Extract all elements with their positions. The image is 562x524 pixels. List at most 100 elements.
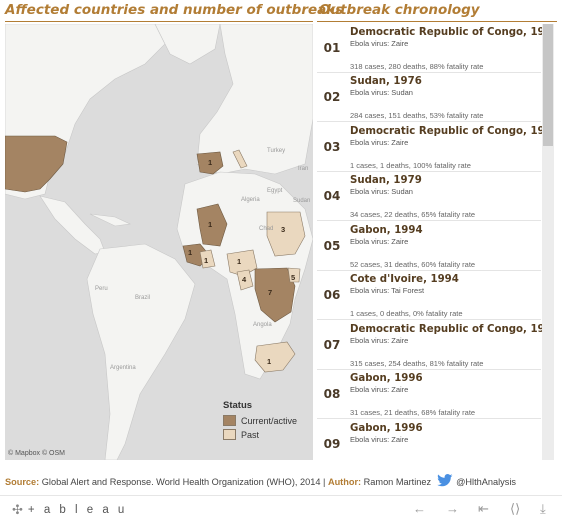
legend-item-current[interactable]: Current/active	[223, 415, 297, 426]
place-label: Sudan	[293, 198, 310, 204]
landmass-greenland	[154, 24, 221, 65]
redo-icon[interactable]: →	[446, 501, 459, 516]
undo-icon[interactable]: ←	[413, 501, 426, 516]
outbreak-number: 08	[323, 387, 341, 401]
outbreak-virus: Ebola virus: Zaire	[350, 385, 409, 394]
outbreak-number: 09	[323, 437, 341, 451]
country-nigeria	[226, 249, 258, 277]
source-label: Source:	[5, 476, 40, 487]
outbreak-title: Sudan, 1976	[350, 76, 422, 87]
outbreak-number: 01	[323, 41, 341, 55]
outbreak-number: 06	[323, 288, 341, 302]
outbreak-virus: Ebola virus: Sudan	[350, 88, 413, 97]
outbreak-virus: Ebola virus: Zaire	[350, 336, 409, 345]
scrollbar-thumb[interactable]	[543, 24, 553, 146]
outbreak-stats: 1 cases, 1 deaths, 100% fatality rate	[350, 161, 471, 170]
landmass-caribbean	[89, 213, 132, 227]
outbreak-title: Cote d'Ivoire, 1994	[350, 274, 459, 285]
outbreak-title: Democratic Republic of Congo, 1995	[350, 324, 542, 335]
outbreak-title: Democratic Republic of Congo, 1976	[350, 27, 542, 38]
place-label: Peru	[95, 286, 108, 292]
legend-title: Status	[223, 400, 253, 411]
outbreak-map[interactable]: Algeria Chad Sudan Brazil Peru Angola Ar…	[5, 24, 313, 460]
outbreak-item[interactable]: 01 Democratic Republic of Congo, 1976 Ebol…	[317, 24, 542, 73]
outbreak-item[interactable]: 06 Cote d'Ivoire, 1994 Ebola virus: Tai Fo…	[317, 271, 541, 320]
outbreak-item[interactable]: 08 Gabon, 1996 Ebola virus: Zaire 31 cases,…	[317, 370, 541, 419]
outbreak-stats: 284 cases, 151 deaths, 53% fatality rate	[350, 111, 484, 120]
landmass-central-america	[39, 195, 106, 255]
landmass-south-america	[86, 243, 196, 460]
outbreak-number: 07	[323, 338, 341, 352]
outbreak-stats: 31 cases, 21 deaths, 68% fatality rate	[350, 408, 476, 417]
outbreak-stats: 52 cases, 31 deaths, 60% fatality rate	[350, 260, 476, 269]
count-label-drc: 7	[268, 288, 273, 297]
list-title-rule	[317, 21, 557, 22]
count-label-gabon: 4	[242, 275, 247, 284]
country-gabon	[236, 269, 254, 291]
outbreak-item[interactable]: 05 Gabon, 1994 Ebola virus: Zaire 52 cases,…	[317, 222, 541, 271]
download-icon[interactable]: ⤓	[540, 501, 546, 516]
revert-icon[interactable]: ⇤	[478, 501, 489, 516]
count-label-uganda: 5	[291, 273, 296, 282]
legend-swatch-current	[223, 415, 236, 426]
outbreak-virus: Ebola virus: Zaire	[350, 39, 409, 48]
place-label: Iran	[298, 166, 308, 172]
map-title-rule	[5, 21, 313, 22]
outbreak-virus: Ebola virus: Zaire	[350, 237, 409, 246]
map-canvas[interactable]: Algeria Chad Sudan Brazil Peru Angola Ar…	[5, 24, 313, 460]
map-title: Affected countries and number of outbrea…	[5, 2, 344, 18]
country-uganda	[287, 267, 301, 283]
place-label: Argentina	[110, 365, 136, 371]
outbreak-number: 03	[323, 140, 341, 154]
outbreak-stats: 315 cases, 254 deaths, 81% fatality rate	[350, 359, 484, 368]
outbreak-title: Gabon, 1996	[350, 373, 423, 384]
map-legend: Status Current/active Past	[223, 400, 297, 443]
author-label: Author:	[327, 476, 362, 487]
count-label-cote-divoire: 1	[204, 256, 209, 265]
outbreak-stats: 318 cases, 280 deaths, 88% fatality rate	[350, 62, 484, 71]
country-mali	[196, 203, 228, 247]
footer: Source: Global Alert and Response. World…	[5, 474, 516, 489]
outbreak-title: Gabon, 1996	[350, 423, 423, 434]
tableau-mark-icon: ✣	[12, 502, 26, 517]
toolbar: ✣ + a b l e a u ← → ⇤ ⟨⟩ ⤓	[0, 495, 562, 524]
map-attribution[interactable]: © Mapbox © OSM	[8, 450, 65, 457]
tableau-logo[interactable]: ✣ + a b l e a u	[12, 502, 127, 518]
share-icon[interactable]: ⟨⟩	[510, 501, 521, 516]
list-title: Outbreak chronology	[319, 2, 480, 18]
outbreak-item[interactable]: 09 Gabon, 1996 Ebola virus: Zaire	[317, 420, 541, 460]
outbreak-virus: Ebola virus: Tai Forest	[350, 286, 425, 295]
place-label: Algeria	[241, 197, 260, 203]
country-sudan	[266, 211, 306, 257]
twitter-bird-icon	[437, 474, 453, 489]
country-usa	[5, 135, 68, 193]
count-label-nigeria: 1	[237, 257, 242, 266]
outbreak-list[interactable]: 01 Democratic Republic of Congo, 1976 Ebol…	[317, 24, 542, 460]
count-label-spain: 1	[208, 158, 213, 167]
outbreak-title: Democratic Republic of Congo, 1977	[350, 126, 542, 137]
country-cote-divoire	[199, 249, 216, 269]
list-scrollbar[interactable]	[542, 24, 554, 460]
place-label: Brazil	[135, 295, 150, 301]
legend-label: Current/active	[241, 415, 298, 426]
count-label-guinea: 1	[188, 248, 193, 257]
outbreak-stats: 34 cases, 22 deaths, 65% fatality rate	[350, 210, 476, 219]
country-spain	[196, 151, 224, 175]
outbreak-item[interactable]: 02 Sudan, 1976 Ebola virus: Sudan 284 cases…	[317, 73, 541, 122]
legend-label: Past	[241, 429, 260, 440]
outbreak-item[interactable]: 07 Democratic Republic of Congo, 1995 Ebol…	[317, 321, 542, 370]
author-text: Ramon Martinez	[363, 476, 432, 487]
legend-item-past[interactable]: Past	[223, 429, 297, 440]
country-south-africa	[254, 341, 296, 373]
outbreak-virus: Ebola virus: Zaire	[350, 435, 409, 444]
outbreak-number: 04	[323, 189, 341, 203]
outbreak-virus: Ebola virus: Zaire	[350, 138, 409, 147]
country-italy	[232, 149, 248, 169]
outbreak-title: Sudan, 1979	[350, 175, 422, 186]
outbreak-virus: Ebola virus: Sudan	[350, 187, 413, 196]
twitter-handle[interactable]: @HlthAnalysis	[456, 476, 516, 487]
outbreak-item[interactable]: 03 Democratic Republic of Congo, 1977 Ebol…	[317, 123, 542, 172]
outbreak-title: Gabon, 1994	[350, 225, 423, 236]
outbreak-item[interactable]: 04 Sudan, 1979 Ebola virus: Sudan 34 cases,…	[317, 172, 541, 221]
place-label: Turkey	[267, 148, 285, 154]
